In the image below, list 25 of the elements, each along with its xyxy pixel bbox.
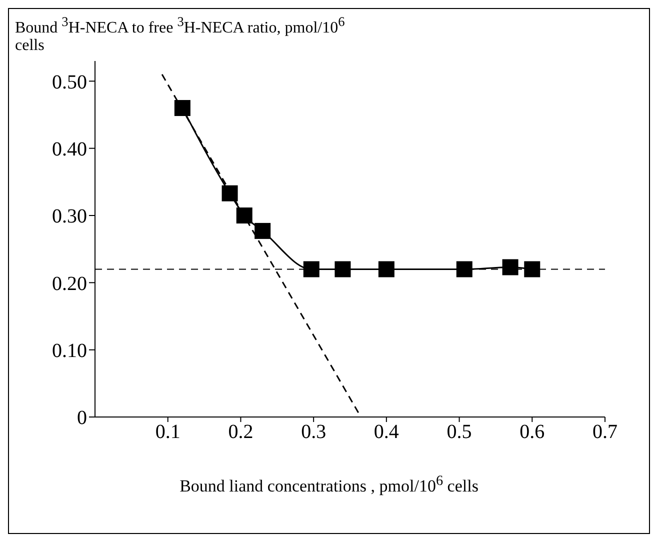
- point: [174, 100, 190, 116]
- x-tick-label: 0.1: [155, 421, 180, 444]
- point: [254, 222, 271, 239]
- y-tick-label: 0.40: [52, 138, 87, 160]
- point: [236, 207, 252, 224]
- y-tick-label: 0.30: [52, 206, 87, 228]
- point: [303, 261, 320, 278]
- x-tick-label: 0.3: [301, 421, 326, 444]
- point: [456, 261, 472, 278]
- y-tick-label: 0.20: [52, 272, 87, 295]
- text: Bound $^{3}$H-NECA to free $^{3}$H-NECA ratio, pmol/10$^{6}$ cells: [15, 14, 345, 54]
- x-tick-label: 0.2: [228, 421, 254, 444]
- point: [378, 261, 394, 278]
- x-tick-label: 0.6: [520, 421, 545, 444]
- y-tick-label: 0: [77, 407, 87, 430]
- point: [222, 185, 238, 202]
- x-tick-label: 0.7: [592, 421, 618, 444]
- point: [502, 259, 518, 276]
- point: [524, 261, 540, 278]
- x-tick-label: 0.5: [446, 421, 472, 444]
- x-axis-title: Bound liand concentrations , pmol/10$^{6}$ cells: [178, 473, 480, 497]
- y-tick-label: 0.10: [52, 340, 87, 362]
- x-tick-label: 0.4: [374, 421, 399, 444]
- y-tick-label: 0.50: [52, 71, 87, 94]
- point: [334, 261, 351, 278]
